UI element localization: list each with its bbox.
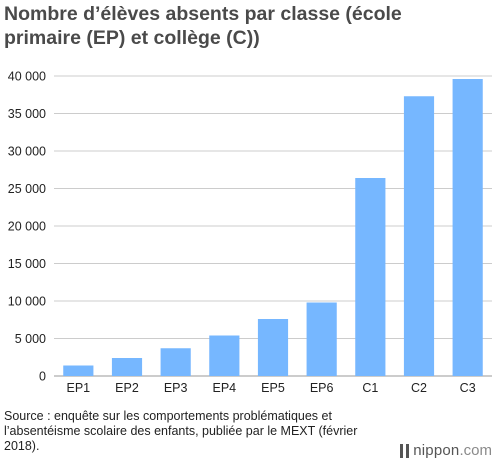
y-tick-label: 5 000 [15, 332, 46, 346]
bar-ep5 [257, 319, 289, 376]
bar-c3 [452, 79, 483, 376]
bar-ep6 [306, 302, 337, 376]
bar-c1 [355, 178, 386, 376]
brand-name: nippon [413, 442, 460, 459]
x-tick-label: C3 [460, 381, 476, 395]
y-tick-label: 25 000 [8, 182, 46, 196]
x-axis-ticks: EP1 EP2 EP3 EP4 EP5 EP6 C1 C2 C3 [67, 381, 476, 395]
y-tick-label: 20 000 [8, 220, 46, 234]
y-tick-label: 15 000 [8, 257, 46, 271]
bar-ep4 [209, 335, 240, 376]
bar-c2 [403, 96, 435, 376]
y-tick-label: 30 000 [8, 145, 46, 159]
y-tick-label: 0 [39, 370, 46, 384]
y-axis-ticks: 0 5 000 10 000 15 000 20 000 25 000 30 000 35 0… [8, 70, 46, 384]
nippon-logo-icon [400, 443, 410, 458]
x-tick-label: C1 [362, 381, 378, 395]
bar-ep2 [111, 358, 143, 376]
x-tick-label: EP1 [67, 381, 91, 395]
x-tick-label: EP4 [213, 381, 237, 395]
y-tick-label: 40 000 [8, 70, 46, 84]
x-tick-label: EP6 [310, 381, 334, 395]
brand-logo: nippon .com [400, 442, 492, 459]
bars [63, 79, 483, 376]
chart-title: Nombre d’élèves absents par classe (écol… [4, 3, 402, 49]
x-tick-label: C2 [411, 381, 427, 395]
source-note: Source : enquête sur les comportements p… [4, 409, 358, 453]
bar-ep3 [160, 348, 191, 376]
x-tick-label: EP3 [164, 381, 188, 395]
x-tick-label: EP5 [261, 381, 285, 395]
bar-ep1 [63, 365, 94, 376]
x-tick-label: EP2 [115, 381, 139, 395]
brand-tld: .com [459, 442, 492, 459]
y-tick-label: 35 000 [8, 107, 46, 121]
y-tick-label: 10 000 [8, 295, 46, 309]
